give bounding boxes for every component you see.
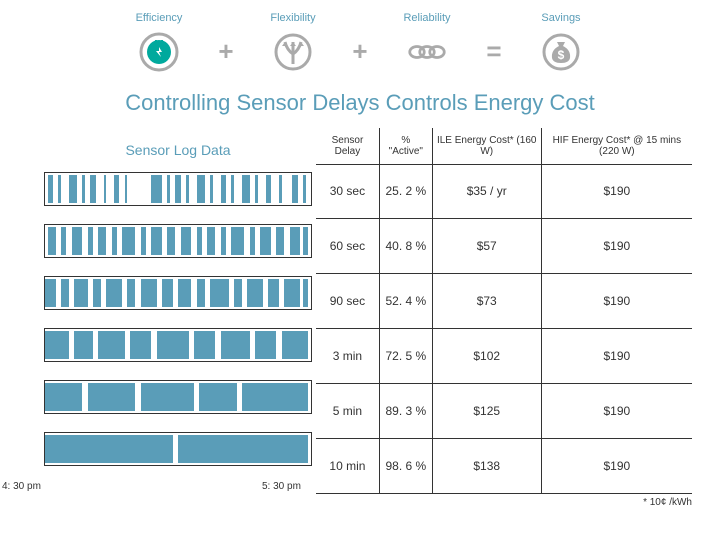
feature-label: Savings (541, 12, 580, 24)
table-cell: 98. 6 % (379, 439, 432, 494)
table-header: % "Active" (379, 128, 432, 164)
table-header: ILE Energy Cost* (160 W) (432, 128, 541, 164)
sensor-log-column: Sensor Log Data 4: 30 pm 5: 30 pm (44, 128, 312, 494)
table-row: 60 sec40. 8 %$57$190 (316, 219, 692, 274)
barcode-row (44, 424, 312, 476)
barcode (44, 328, 312, 362)
sensor-log-heading: Sensor Log Data (44, 128, 312, 164)
table-cell: $35 / yr (432, 164, 541, 219)
table-row: 3 min72. 5 %$102$190 (316, 329, 692, 384)
time-start-label: 4: 30 pm (2, 481, 41, 492)
time-mid-label: 5: 30 pm (262, 481, 301, 492)
barcode-row (44, 268, 312, 320)
barcode-row (44, 320, 312, 372)
chain-icon (407, 32, 447, 72)
barcode (44, 380, 312, 414)
table-cell: $73 (432, 274, 541, 329)
table-cell: 25. 2 % (379, 164, 432, 219)
table-cell: 72. 5 % (379, 329, 432, 384)
cost-table: Sensor Delay% "Active"ILE Energy Cost* (… (316, 128, 692, 494)
table-row: 10 min98. 6 %$138$190 (316, 439, 692, 494)
op-equals: = (482, 12, 506, 67)
barcode-row (44, 164, 312, 216)
table-row: 30 sec25. 2 %$35 / yr$190 (316, 164, 692, 219)
feature-savings: Savings $ (518, 12, 604, 72)
moneybag-icon: $ (541, 32, 581, 72)
branch-icon (273, 32, 313, 72)
feature-flexibility: Flexibility (250, 12, 336, 72)
table-header: Sensor Delay (316, 128, 379, 164)
feature-label: Flexibility (270, 12, 315, 24)
table-cell: $190 (541, 439, 692, 494)
svg-text:$: $ (558, 48, 565, 62)
page-headline: Controlling Sensor Delays Controls Energ… (0, 90, 720, 116)
table-cell: $138 (432, 439, 541, 494)
feature-efficiency: Efficiency (116, 12, 202, 72)
table-row: 90 sec52. 4 %$73$190 (316, 274, 692, 329)
table-cell: 89. 3 % (379, 384, 432, 439)
barcode (44, 224, 312, 258)
table-cell: $125 (432, 384, 541, 439)
table-cell: 30 sec (316, 164, 379, 219)
table-cell: $190 (541, 164, 692, 219)
table-cell: 3 min (316, 329, 379, 384)
barcode-row (44, 372, 312, 424)
feature-label: Reliability (403, 12, 450, 24)
op-plus: + (214, 12, 238, 67)
feature-label: Efficiency (136, 12, 183, 24)
feature-reliability: Reliability (384, 12, 470, 72)
table-cell: $57 (432, 219, 541, 274)
table-cell: $190 (541, 219, 692, 274)
table-cell: $190 (541, 329, 692, 384)
table-row: 5 min89. 3 %$125$190 (316, 384, 692, 439)
barcode-row (44, 216, 312, 268)
plug-icon (139, 32, 179, 72)
table-cell: 10 min (316, 439, 379, 494)
content-area: Sensor Log Data 4: 30 pm 5: 30 pm Sensor… (0, 128, 720, 494)
barcode (44, 276, 312, 310)
barcode (44, 172, 312, 206)
table-header: HIF Energy Cost* @ 15 mins (220 W) (541, 128, 692, 164)
op-plus: + (348, 12, 372, 67)
table-cell: $190 (541, 274, 692, 329)
table-cell: 90 sec (316, 274, 379, 329)
table-cell: 52. 4 % (379, 274, 432, 329)
table-cell: $190 (541, 384, 692, 439)
table-cell: 60 sec (316, 219, 379, 274)
table-cell: 40. 8 % (379, 219, 432, 274)
feature-row: Efficiency + Flexibility + Reliability (0, 0, 720, 72)
table-cell: 5 min (316, 384, 379, 439)
footnote: * 10¢ /kWh (0, 497, 720, 508)
table-cell: $102 (432, 329, 541, 384)
barcode (44, 432, 312, 466)
